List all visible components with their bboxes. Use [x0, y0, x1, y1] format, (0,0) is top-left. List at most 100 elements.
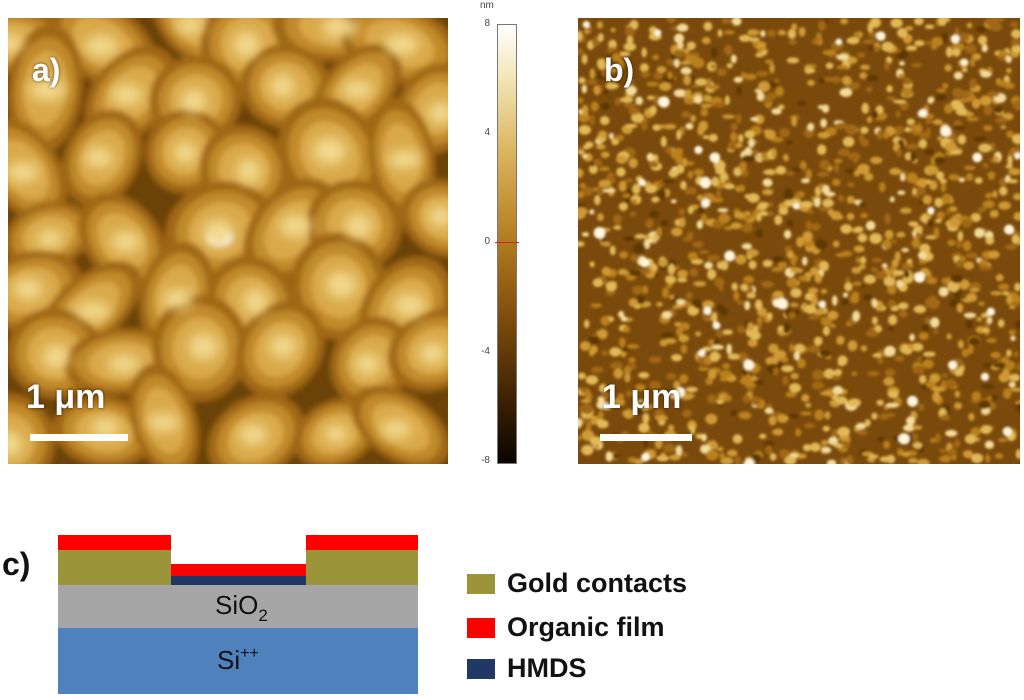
afm-grain	[581, 84, 587, 94]
afm-grain	[616, 167, 626, 177]
afm-grain	[853, 245, 865, 253]
afm-grain	[936, 171, 945, 181]
afm-grain	[927, 96, 934, 104]
afm-grain	[618, 202, 628, 211]
afm-grain	[605, 281, 618, 292]
afm-grain	[907, 343, 915, 350]
afm-grain	[578, 168, 584, 178]
afm-grain	[578, 372, 586, 380]
afm-grain	[578, 191, 585, 199]
afm-grain	[691, 83, 699, 89]
afm-grain	[884, 213, 891, 225]
afm-grain	[896, 280, 904, 288]
afm-grain	[682, 409, 692, 418]
afm-bright-grain	[907, 395, 918, 407]
afm-grain	[817, 131, 830, 139]
afm-grain	[945, 208, 951, 216]
afm-grain	[761, 280, 774, 289]
afm-grain	[983, 363, 992, 369]
afm-grain	[822, 184, 830, 195]
afm-grain-top	[312, 137, 347, 165]
afm-grain	[899, 207, 912, 214]
afm-grain	[713, 277, 725, 288]
afm-grain	[773, 78, 781, 84]
afm-grain	[758, 81, 771, 92]
afm-grain	[1007, 179, 1018, 184]
afm-grain	[696, 220, 704, 230]
afm-grain	[864, 172, 874, 182]
afm-grain	[868, 454, 879, 459]
afm-grain	[689, 267, 699, 277]
afm-grain	[581, 154, 588, 159]
afm-grain	[590, 101, 599, 112]
afm-bright-grain	[918, 108, 928, 118]
afm-grain	[968, 412, 975, 421]
afm-grain	[666, 58, 675, 66]
afm-grain	[987, 396, 993, 401]
afm-grain-top	[147, 413, 180, 432]
afm-grain	[1006, 349, 1012, 357]
afm-grain	[958, 177, 966, 183]
afm-grain	[639, 63, 649, 73]
afm-grain	[628, 107, 641, 115]
afm-bright-grain	[709, 152, 721, 163]
afm-grain	[944, 141, 957, 152]
afm-grain	[881, 41, 894, 52]
afm-grain	[598, 179, 612, 188]
afm-grain	[985, 192, 993, 199]
afm-grain	[622, 193, 631, 199]
afm-grain	[912, 441, 923, 449]
afm-bright-grain	[972, 152, 983, 163]
afm-grain	[748, 138, 755, 148]
afm-grain	[764, 59, 774, 65]
afm-grain	[871, 316, 878, 325]
afm-grain	[947, 280, 960, 292]
afm-grain	[992, 155, 1000, 163]
afm-grain	[953, 439, 961, 448]
afm-grain	[764, 129, 776, 140]
afm-grain	[1014, 282, 1020, 292]
afm-grain-top	[176, 18, 205, 35]
afm-grain	[746, 248, 759, 257]
afm-grain	[945, 46, 953, 58]
afm-grain	[909, 333, 915, 342]
afm-grain	[817, 37, 823, 46]
afm-bright-grain	[980, 372, 990, 381]
afm-grain	[962, 240, 972, 252]
afm-grain	[845, 168, 856, 174]
afm-grain	[913, 305, 927, 314]
afm-grain	[783, 229, 792, 239]
afm-grain	[807, 79, 815, 87]
afm-grain	[777, 261, 788, 269]
afm-grain	[752, 40, 759, 47]
afm-grain-top	[243, 288, 268, 316]
afm-grain	[805, 220, 813, 230]
afm-grain	[675, 157, 684, 164]
afm-grain	[782, 375, 789, 386]
afm-grain	[851, 371, 858, 376]
afm-grain	[930, 317, 940, 328]
afm-grain	[695, 78, 708, 86]
organic-film-channel	[171, 564, 306, 576]
afm-grain-top	[8, 34, 25, 53]
afm-grain	[995, 117, 1008, 124]
afm-grain	[680, 180, 687, 190]
afm-grain	[841, 296, 849, 306]
afm-grain	[708, 133, 718, 142]
afm-grain	[957, 230, 964, 242]
afm-grain	[912, 365, 925, 374]
afm-grain	[878, 112, 888, 120]
afm-grain	[689, 75, 696, 85]
afm-grain	[717, 29, 723, 38]
si-label-main: Si	[217, 645, 241, 675]
afm-grain	[940, 454, 952, 463]
afm-grain	[641, 47, 647, 58]
afm-grain	[578, 435, 582, 441]
afm-grain	[652, 54, 659, 61]
afm-grain	[820, 118, 827, 128]
afm-grain	[619, 337, 626, 348]
afm-grain	[597, 328, 608, 340]
afm-grain	[933, 119, 943, 125]
afm-grain	[905, 45, 917, 51]
scale-bar-a	[30, 434, 128, 441]
